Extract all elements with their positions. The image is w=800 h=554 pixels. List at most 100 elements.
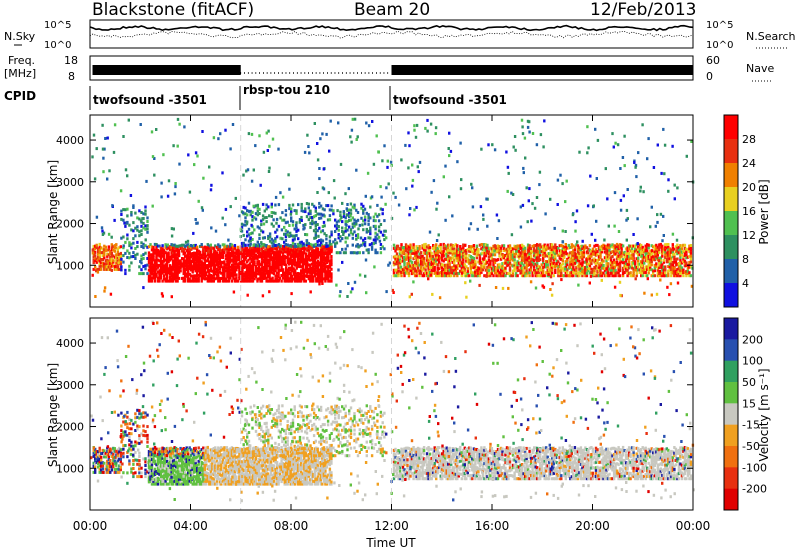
range-gate-cell bbox=[630, 260, 634, 264]
range-gate-cell bbox=[656, 245, 659, 249]
range-gate-cell bbox=[594, 266, 598, 270]
range-gate-cell bbox=[98, 251, 101, 254]
range-gate-cell bbox=[251, 210, 254, 214]
range-gate-cell bbox=[637, 268, 640, 272]
range-gate-cell bbox=[142, 212, 145, 216]
range-gate-cell bbox=[397, 269, 400, 273]
range-gate-cell bbox=[347, 187, 350, 191]
range-gate-cell bbox=[232, 263, 235, 267]
range-gate-cell bbox=[344, 220, 347, 224]
range-gate-cell bbox=[377, 213, 381, 217]
range-gate-cell bbox=[310, 271, 313, 275]
range-gate-cell bbox=[313, 236, 316, 240]
range-gate-cell bbox=[540, 274, 543, 278]
range-gate-cell bbox=[353, 230, 356, 234]
range-gate-cell bbox=[257, 262, 261, 266]
range-gate-cell bbox=[425, 245, 429, 249]
range-gate-cell bbox=[314, 209, 317, 213]
range-gate-cell bbox=[514, 148, 517, 152]
range-gate-cell bbox=[263, 276, 267, 280]
range-gate-cell bbox=[146, 245, 149, 249]
range-gate-cell bbox=[374, 248, 377, 252]
range-gate-cell bbox=[589, 274, 593, 278]
range-gate-cell bbox=[655, 254, 658, 258]
range-gate-cell bbox=[576, 250, 580, 254]
range-gate-cell bbox=[520, 249, 524, 253]
range-gate-cell bbox=[134, 234, 137, 238]
range-gate-cell bbox=[265, 258, 268, 262]
range-gate-cell bbox=[259, 270, 262, 274]
range-gate-cell bbox=[374, 231, 377, 235]
range-gate-cell bbox=[173, 254, 176, 258]
range-gate-cell bbox=[140, 257, 143, 261]
range-gate-cell bbox=[330, 233, 333, 237]
range-gate-cell bbox=[349, 214, 352, 218]
range-gate-cell bbox=[101, 451, 104, 455]
range-gate-cell bbox=[337, 228, 340, 232]
range-gate-cell bbox=[230, 279, 234, 283]
range-gate-cell bbox=[471, 205, 475, 209]
range-gate-cell bbox=[254, 256, 258, 260]
range-gate-cell bbox=[327, 244, 330, 248]
range-gate-cell bbox=[128, 435, 131, 439]
range-gate-cell bbox=[266, 261, 270, 264]
range-gate-cell bbox=[460, 249, 463, 253]
range-gate-cell bbox=[430, 268, 433, 272]
range-gate-cell bbox=[177, 265, 181, 269]
range-gate-cell bbox=[165, 247, 169, 251]
range-gate-cell bbox=[303, 258, 306, 262]
range-gate-cell bbox=[292, 277, 295, 281]
range-gate-cell bbox=[173, 243, 176, 247]
range-gate-cell bbox=[146, 263, 149, 267]
nave-tick-hi: 60 bbox=[706, 54, 720, 67]
range-gate-cell bbox=[274, 245, 277, 249]
range-gate-cell bbox=[670, 270, 673, 274]
range-gate-cell bbox=[314, 242, 317, 246]
range-gate-cell bbox=[351, 232, 354, 236]
range-gate-cell bbox=[322, 167, 325, 171]
range-gate-cell bbox=[307, 242, 310, 246]
range-gate-cell bbox=[484, 262, 488, 266]
range-gate-cell bbox=[92, 244, 95, 248]
range-gate-cell bbox=[321, 243, 324, 247]
range-gate-cell bbox=[671, 250, 674, 254]
range-gate-cell bbox=[634, 247, 637, 251]
range-gate-cell bbox=[98, 454, 101, 458]
range-gate-cell bbox=[254, 247, 258, 251]
range-gate-cell bbox=[406, 244, 409, 248]
range-gate-cell bbox=[310, 266, 313, 270]
range-gate-cell bbox=[529, 262, 533, 266]
range-gate-cell bbox=[665, 243, 668, 247]
range-gate-cell bbox=[212, 270, 215, 274]
range-gate-cell bbox=[156, 276, 160, 280]
range-gate-cell bbox=[439, 274, 442, 278]
range-gate-cell bbox=[298, 252, 301, 255]
range-gate-cell bbox=[641, 271, 644, 275]
range-gate-cell bbox=[340, 215, 343, 219]
range-gate-cell bbox=[475, 244, 479, 248]
range-gate-cell bbox=[579, 244, 583, 248]
range-gate-cell bbox=[450, 271, 453, 274]
range-gate-cell bbox=[505, 150, 508, 154]
range-gate-cell bbox=[134, 458, 137, 462]
range-gate-cell bbox=[624, 257, 628, 261]
range-gate-cell bbox=[647, 137, 650, 141]
range-gate-cell bbox=[159, 262, 163, 266]
range-gate-cell bbox=[513, 252, 516, 256]
range-gate-cell bbox=[579, 255, 583, 259]
range-gate-cell bbox=[305, 247, 309, 251]
range-gate-cell bbox=[626, 257, 629, 261]
range-gate-cell bbox=[122, 235, 125, 239]
range-gate-cell bbox=[158, 271, 161, 275]
range-gate-cell bbox=[398, 247, 402, 251]
range-gate-cell bbox=[334, 218, 337, 222]
range-gate-cell bbox=[646, 274, 649, 278]
range-gate-cell bbox=[439, 251, 442, 255]
range-gate-cell bbox=[196, 245, 199, 249]
range-gate-cell bbox=[367, 236, 370, 240]
range-gate-cell bbox=[304, 274, 307, 278]
range-gate-cell bbox=[410, 266, 414, 270]
range-gate-cell bbox=[398, 249, 402, 253]
range-gate-cell bbox=[676, 281, 680, 285]
range-gate-cell bbox=[459, 245, 462, 248]
